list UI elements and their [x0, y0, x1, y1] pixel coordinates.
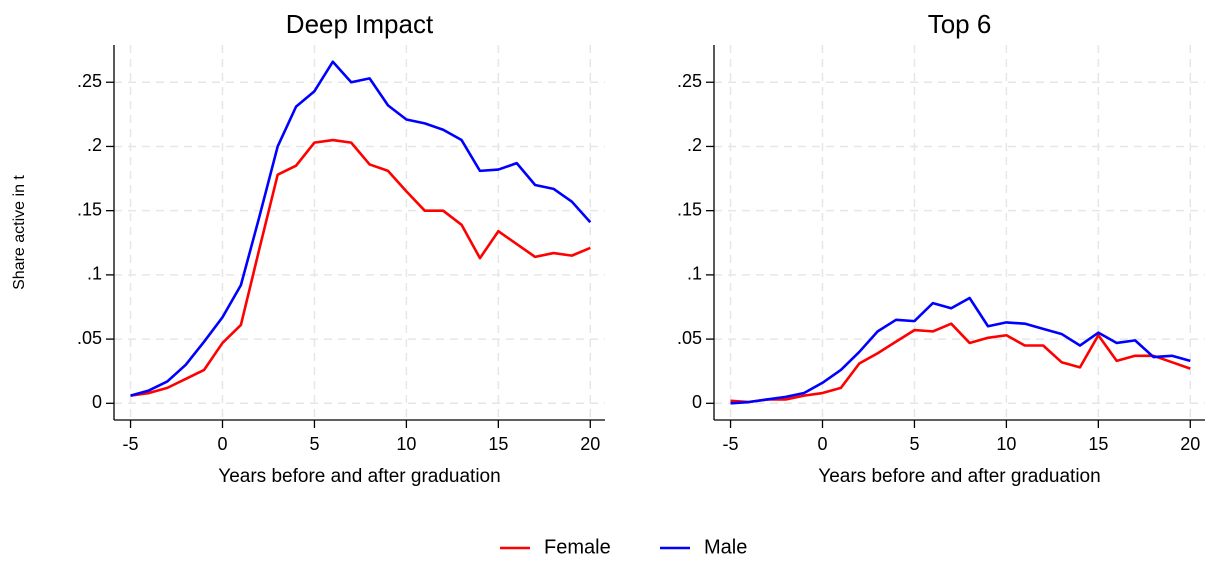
y-tick-label: .05: [77, 328, 102, 348]
line: [730, 322, 1191, 404]
y-tick-label: .1: [87, 264, 102, 284]
y-tick-label: .05: [677, 328, 702, 348]
y-tick-label: .2: [687, 135, 702, 155]
y-tick-label: .15: [77, 199, 102, 219]
x-tick-label: 5: [909, 434, 919, 454]
x-tick-label: 5: [309, 434, 319, 454]
x-tick-label: -5: [123, 434, 139, 454]
y-tick-label: 0: [692, 392, 702, 412]
line: [130, 138, 591, 397]
y-axis-label: Share active in t: [11, 175, 28, 290]
x-axis-label: Years before and after graduation: [218, 466, 500, 487]
y-tick-label: .15: [677, 199, 702, 219]
x-tick-label: 20: [1180, 434, 1200, 454]
y-tick-label: 0: [92, 392, 102, 412]
y-tick-label: .2: [87, 135, 102, 155]
x-tick-label: 0: [217, 434, 227, 454]
chart-title: Top 6: [928, 9, 992, 39]
x-tick-label: 15: [488, 434, 508, 454]
line: [730, 296, 1191, 405]
y-tick-label: .1: [687, 264, 702, 284]
x-tick-label: 10: [396, 434, 416, 454]
y-tick-label: .25: [77, 71, 102, 91]
x-tick-label: 15: [1088, 434, 1108, 454]
x-tick-label: 0: [817, 434, 827, 454]
x-tick-label: 20: [580, 434, 600, 454]
x-tick-label: -5: [723, 434, 739, 454]
chart-title: Deep Impact: [286, 9, 434, 39]
legend-label: Male: [704, 536, 747, 558]
line: [130, 60, 592, 397]
x-tick-label: 10: [996, 434, 1016, 454]
y-tick-label: .25: [677, 71, 702, 91]
x-axis-label: Years before and after graduation: [818, 466, 1100, 487]
legend-label: Female: [544, 536, 611, 558]
